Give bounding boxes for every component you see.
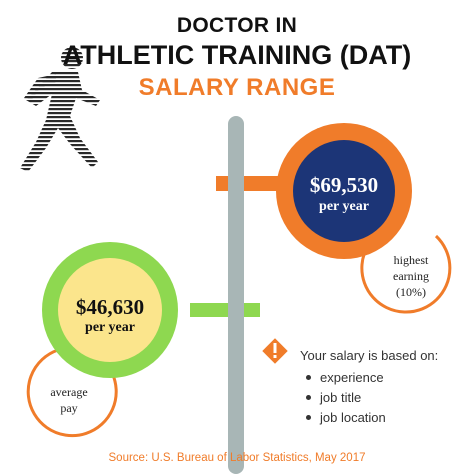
- highest-salary-period: per year: [319, 199, 369, 214]
- average-note-line-1: average: [50, 385, 88, 399]
- average-salary-period: per year: [85, 320, 135, 335]
- list-item: experience: [306, 368, 386, 388]
- bullet-icon: [306, 375, 311, 381]
- bullet-icon: [306, 395, 311, 401]
- average-inner-circle: [58, 258, 162, 362]
- highest-note-line-2: earning: [393, 269, 429, 283]
- highest-note-line-1: highest: [393, 253, 429, 267]
- list-item: job title: [306, 388, 386, 408]
- exclamation-diamond-icon: [262, 338, 288, 364]
- factors-heading: Your salary is based on:: [300, 348, 439, 363]
- source-note: Source: U.S. Bureau of Labor Statistics,…: [108, 452, 366, 464]
- factor-label: job location: [320, 410, 386, 425]
- average-salary-amount: $46,630: [75, 295, 145, 319]
- highest-note-line-3: (10%): [396, 285, 426, 299]
- average-connector: [190, 303, 260, 317]
- high-note-ring: [360, 232, 452, 314]
- average-note-ring: [26, 348, 118, 438]
- highest-salary-amount: $69,530: [309, 173, 379, 197]
- vertical-pole: [228, 116, 244, 474]
- title-line-3: SALARY RANGE: [138, 74, 336, 101]
- runner-silhouette-icon: [20, 47, 100, 172]
- high-inner-circle: [293, 140, 395, 242]
- factor-label: experience: [320, 370, 384, 385]
- list-item: job location: [306, 408, 386, 428]
- bullet-icon: [306, 415, 311, 421]
- title-line-1: DOCTOR IN: [176, 14, 298, 37]
- factors-list: experience job title job location: [306, 368, 386, 428]
- average-note-line-2: pay: [60, 401, 78, 415]
- title-line-2: ATHLETIC TRAINING (DAT): [62, 40, 412, 70]
- factor-label: job title: [320, 390, 362, 405]
